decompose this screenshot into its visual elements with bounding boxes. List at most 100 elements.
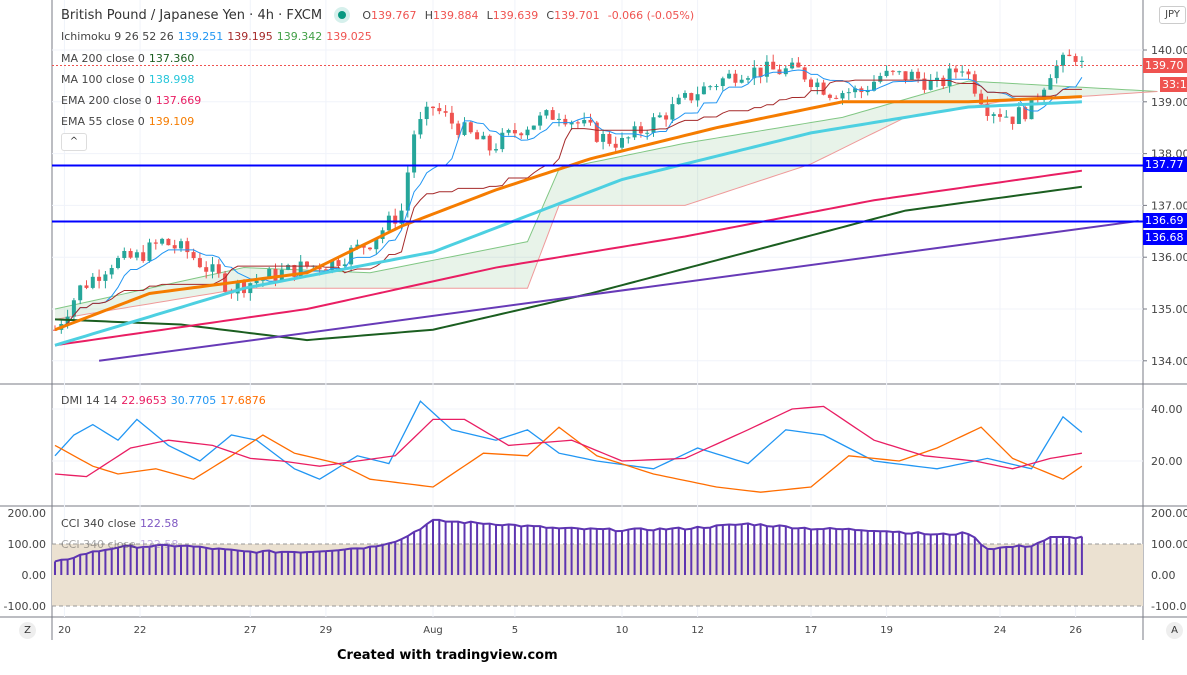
dmi-adx-line <box>54 405 1083 478</box>
symbol-legend: British Pound / Japanese Yen · 4h · FXCM… <box>61 8 698 23</box>
candle-body <box>651 117 656 133</box>
candle-body <box>953 68 958 73</box>
candle-body <box>109 268 114 275</box>
cci-value: 122.58 <box>139 517 179 530</box>
hline-tag-2: 136.69 <box>1143 213 1187 228</box>
last-price-tag: 139.70 <box>1143 58 1187 73</box>
candle-body <box>903 71 908 80</box>
trendline-tag: 136.68 <box>1143 230 1187 245</box>
y-tick-label: 137.00 <box>1151 199 1187 212</box>
candle-body <box>916 71 921 79</box>
candle-body <box>443 111 448 113</box>
y-tick-label: 140.00 <box>1151 44 1187 57</box>
ma200-legend[interactable]: MA 200 close 0 137.360 <box>61 52 198 65</box>
cci-legend[interactable]: CCI 340 close 122.58 <box>61 517 182 530</box>
ma100-legend[interactable]: MA 100 close 0 138.998 <box>61 73 198 86</box>
candle-body <box>374 238 379 250</box>
candle-body <box>853 88 858 93</box>
candle-body <box>368 247 372 250</box>
high-label: H <box>424 9 433 22</box>
candle-body <box>349 247 354 265</box>
candle-body <box>966 71 971 75</box>
candle-body <box>71 300 76 317</box>
ema200-line <box>54 169 1083 347</box>
ichimoku-v3: 139.342 <box>276 30 323 43</box>
candle-body <box>601 133 606 142</box>
cci-ghost-label: CCI 340 close <box>61 538 136 551</box>
dmi-y-tick-label: 40.00 <box>1151 403 1183 416</box>
ema55-legend[interactable]: EMA 55 close 0 139.109 <box>61 115 198 128</box>
dmi-legend[interactable]: DMI 14 14 22.9653 30.7705 17.6876 <box>61 394 270 407</box>
y-tick-label: 134.00 <box>1151 355 1187 368</box>
candle-body <box>305 261 309 267</box>
candle-body <box>821 82 826 95</box>
candle-body <box>500 132 505 150</box>
ma200-label: MA 200 close 0 <box>61 52 145 65</box>
candle-body <box>506 130 511 133</box>
candle-body <box>185 241 190 253</box>
candle-body <box>424 106 429 120</box>
trendline <box>98 219 1139 362</box>
x-tick-label: Aug <box>423 625 443 636</box>
candle-body <box>431 106 435 109</box>
x-tick-label: 10 <box>616 625 629 636</box>
candle-body <box>197 258 202 268</box>
open-value: 139.767 <box>371 9 417 22</box>
candle-body <box>695 94 700 101</box>
x-tick-label: 5 <box>512 625 518 636</box>
auto-scale-a-button[interactable]: A <box>1166 622 1183 639</box>
open-label: O <box>362 9 372 22</box>
auto-scale-z-button[interactable]: Z <box>19 622 36 639</box>
x-tick-label: 20 <box>58 625 71 636</box>
candle-body <box>141 252 146 261</box>
candle-body <box>683 93 687 98</box>
y-tick-label: 139.00 <box>1151 96 1187 109</box>
x-tick-label: 27 <box>244 625 257 636</box>
ichimoku-label: Ichimoku 9 26 52 26 <box>61 30 174 43</box>
ichimoku-legend[interactable]: Ichimoku 9 26 52 26 139.251 139.195 139.342… <box>61 30 376 43</box>
candle-body <box>179 241 183 249</box>
candle-body <box>405 172 410 211</box>
candle-body <box>273 269 278 281</box>
candle-body <box>1073 56 1078 62</box>
candle-body <box>764 61 769 77</box>
candle-body <box>834 97 839 99</box>
collapse-legend-button[interactable]: ^ <box>61 133 87 151</box>
candle-body <box>1023 107 1028 120</box>
candle-body <box>865 90 870 93</box>
candle-body <box>922 78 927 90</box>
ema55-label: EMA 55 close 0 <box>61 115 145 128</box>
candle-body <box>468 122 473 133</box>
candle-body <box>557 118 561 120</box>
candle-body <box>487 135 492 151</box>
candle-body <box>323 269 328 271</box>
candle-body <box>802 67 807 80</box>
dmi-y-tick-label: 20.00 <box>1151 455 1183 468</box>
high-value: 139.884 <box>432 9 479 22</box>
candle-body <box>582 119 587 124</box>
currency-button[interactable]: JPY <box>1159 6 1186 24</box>
candle-body <box>890 70 895 72</box>
candle-body <box>613 143 618 148</box>
candle-body <box>809 79 813 88</box>
x-tick-label: 26 <box>1069 625 1082 636</box>
candle-body <box>166 238 171 246</box>
candle-body <box>393 215 398 224</box>
candle-body <box>941 77 946 86</box>
credit-text: Created with tradingview.com <box>337 648 558 663</box>
candle-body <box>676 97 681 105</box>
candle-body <box>1010 116 1015 124</box>
candle-body <box>210 264 215 272</box>
candle-body <box>884 70 889 76</box>
cci-y-tick-label: 200.00 <box>8 507 47 520</box>
candle-body <box>153 242 158 244</box>
candle-body <box>286 265 291 270</box>
ichimoku-v2: 139.195 <box>227 30 273 43</box>
candle-body <box>670 104 675 120</box>
candle-body <box>960 71 965 73</box>
candle-body <box>235 281 240 294</box>
candle-body <box>827 94 832 98</box>
ema200-legend[interactable]: EMA 200 close 0 137.669 <box>61 94 205 107</box>
candle-body <box>172 245 177 249</box>
